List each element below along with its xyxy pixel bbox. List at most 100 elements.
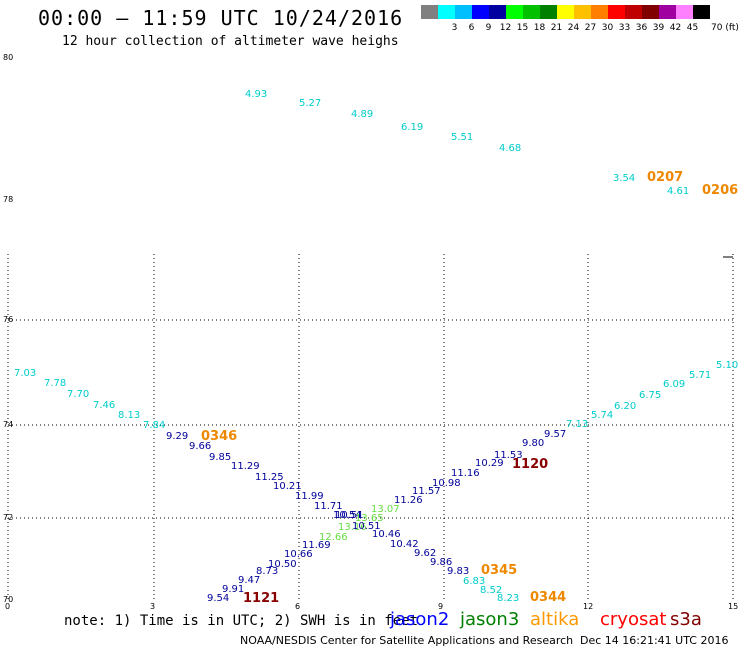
legend-label: 27: [584, 23, 597, 33]
legend-label: 45: [686, 23, 699, 33]
legend-swatch: [557, 5, 574, 19]
legend-swatch: [523, 5, 540, 19]
legend-label: 21: [550, 23, 563, 33]
swh-value-right-mid: 11.16: [451, 468, 480, 479]
satellite-name-altika: altika: [530, 609, 580, 630]
pass-time-s3a: 1120: [512, 457, 548, 472]
swh-value-top: 4.89: [351, 109, 373, 120]
swh-value-top: 6.19: [401, 122, 423, 133]
swh-value-right-mid: 9.80: [522, 438, 544, 449]
x-tick-label: 15: [728, 602, 738, 611]
swh-value-right-upper: 5.10: [716, 360, 738, 371]
legend-swatch: [625, 5, 642, 19]
swh-value-right-upper: 6.75: [639, 390, 661, 401]
swh-value-right-lower: 9.47: [238, 575, 260, 586]
legend-label: 42: [669, 23, 682, 33]
legend-label: 24: [567, 23, 580, 33]
pass-time-altika: 0345: [481, 563, 517, 578]
swh-value-right-mid: 10.29: [475, 458, 504, 469]
swh-value-top: 4.61: [667, 186, 689, 197]
swh-value-right-lower: 10.50: [268, 559, 297, 570]
swh-value-left-upper: 7.78: [44, 378, 66, 389]
satellite-name-jason2: jason2: [390, 609, 450, 630]
swh-value-center: 10.51: [352, 521, 381, 532]
y-tick-label: 78: [3, 195, 13, 204]
swh-value-top: 3.54: [613, 173, 635, 184]
legend-swatch: [591, 5, 608, 19]
legend-label: 3: [451, 23, 458, 33]
legend-label: 12: [499, 23, 512, 33]
legend-swatch: [489, 5, 506, 19]
swh-value-right-lower: 9.54: [207, 593, 229, 604]
swh-value-right-upper: 6.09: [663, 379, 685, 390]
swh-value-left-lower: 11.99: [295, 491, 324, 502]
swh-value-right-lower: 10.66: [284, 549, 313, 560]
swh-value-left-upper: 7.70: [67, 389, 89, 400]
pass-time-altika: 0206: [702, 183, 738, 198]
legend-swatch: [540, 5, 557, 19]
swh-value-right-upper: 6.20: [614, 401, 636, 412]
y-tick-label: 80: [3, 53, 13, 62]
swh-value-right-upper: 7.13: [566, 419, 588, 430]
legend-label: 15: [516, 23, 529, 33]
legend-swatch: [472, 5, 489, 19]
swh-value-jason3: 13.07: [371, 504, 400, 515]
swh-value-right-lower: 9.91: [222, 584, 244, 595]
legend-swatch: [693, 5, 710, 19]
pass-time-altika: 0207: [647, 170, 683, 185]
legend-swatch: [659, 5, 676, 19]
swh-value-left-lower: 11.71: [314, 501, 343, 512]
x-tick-label: 0: [5, 602, 10, 611]
x-tick-label: 6: [295, 602, 300, 611]
swh-value-left-lower: 10.21: [273, 481, 302, 492]
swh-value-left-upper: 7.03: [14, 368, 36, 379]
swh-value-left-lower: 11.25: [255, 472, 284, 483]
swh-value-right-mid: 11.57: [412, 486, 441, 497]
swh-value-left-lower: 9.66: [189, 441, 211, 452]
y-tick-label: 76: [3, 315, 13, 324]
swh-value-left-lower: 9.62: [414, 548, 436, 559]
legend-label: 6: [468, 23, 475, 33]
legend-label: 9: [485, 23, 492, 33]
legend-swatch: [506, 5, 523, 19]
map-subtitle: 12 hour collection of altimeter wave hei…: [62, 34, 399, 49]
swh-value-right-upper: 5.74: [591, 410, 613, 421]
legend-swatch: [421, 5, 438, 19]
y-tick-label: 74: [3, 420, 13, 429]
swh-value-left-lower: 9.86: [430, 557, 452, 568]
swh-value-top: 5.51: [451, 132, 473, 143]
swh-value-top: 4.93: [245, 89, 267, 100]
x-tick-label: 9: [438, 602, 443, 611]
swh-value-right-upper: 5.71: [689, 370, 711, 381]
footer-credit: NOAA/NESDIS Center for Satellite Applica…: [240, 634, 574, 647]
swh-value-right-mid: 11.26: [394, 495, 423, 506]
legend-label: 39: [652, 23, 665, 33]
y-tick-label: 72: [3, 513, 13, 522]
swh-value-left-lower: 9.29: [166, 431, 188, 442]
swh-value-right-mid: 9.57: [544, 429, 566, 440]
swh-value-right-lower: 11.69: [302, 540, 331, 551]
swh-value-right-mid: 10.54: [333, 510, 362, 521]
swh-value-left-lower: 9.85: [209, 452, 231, 463]
swh-value-jason3: 13.16: [338, 522, 367, 533]
swh-value-left-tail: 6.83: [463, 576, 485, 587]
legend-swatch: [574, 5, 591, 19]
satellite-name-jason3: jason3: [460, 609, 520, 630]
map-title: 00:00 – 11:59 UTC 10/24/2016: [38, 6, 404, 30]
legend-swatch: [438, 5, 455, 19]
swh-value-top: 5.27: [299, 98, 321, 109]
footer-timestamp: Dec 14 16:21:41 UTC 2016: [580, 634, 729, 647]
swh-value-left-tail: 8.52: [480, 585, 502, 596]
legend-label: 36: [635, 23, 648, 33]
swh-value-left-lower: 10.46: [372, 529, 401, 540]
swh-value-left-lower: 10.42: [390, 539, 419, 550]
swh-value-top: 4.68: [499, 143, 521, 154]
legend-unit-label: 70 (ft): [711, 23, 739, 33]
legend-label: 30: [601, 23, 614, 33]
y-tick-label: 70: [3, 595, 13, 604]
swh-value-left-lower: 11.29: [231, 461, 260, 472]
legend-label: 18: [533, 23, 546, 33]
swh-value-left-upper: 8.13: [118, 410, 140, 421]
swh-value-jason3: 12.66: [319, 532, 348, 543]
